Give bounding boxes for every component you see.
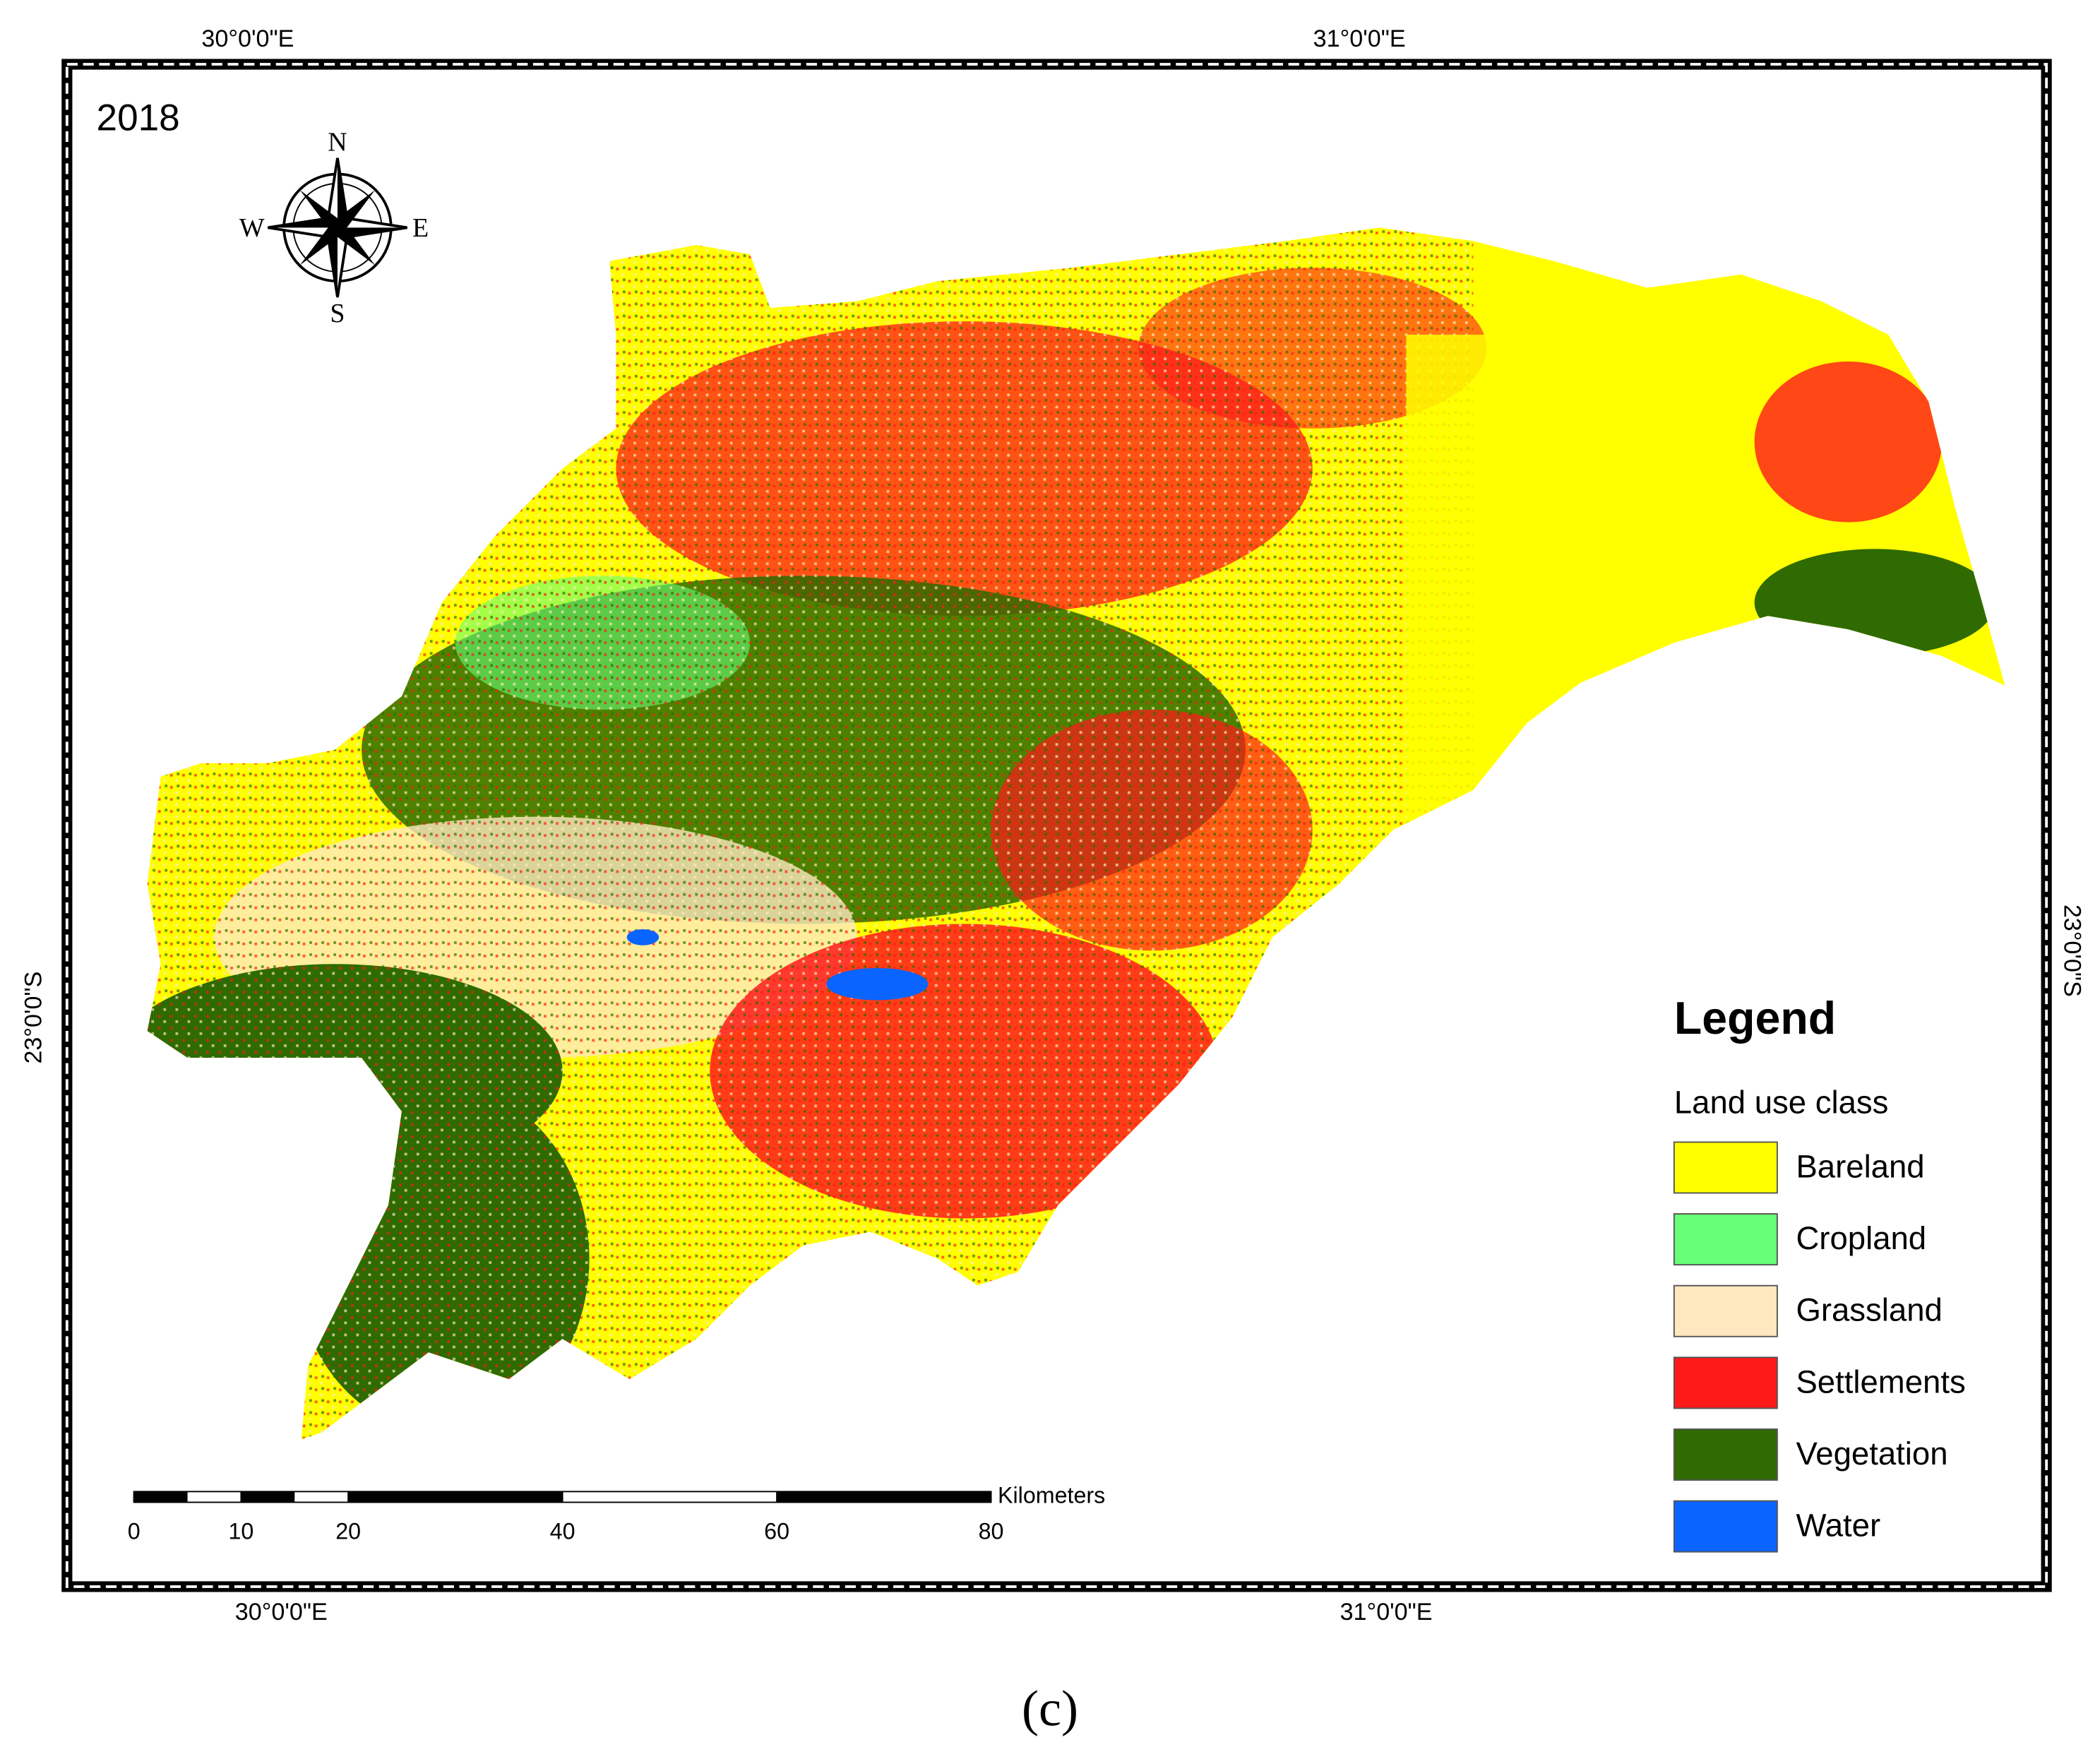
scale-bar-segment: [241, 1491, 295, 1503]
land-use-raster: [147, 227, 2005, 1440]
legend-label: Water: [1796, 1508, 1880, 1544]
scale-bar-label: 40: [550, 1519, 575, 1544]
compass-east: E: [412, 213, 429, 243]
legend-swatch: [1673, 1141, 1778, 1194]
legend-label: Bareland: [1796, 1148, 1924, 1184]
scale-bar: 0 10 20 40 60 80 Kilometers: [128, 1482, 1106, 1544]
scale-bar-label: 0: [128, 1519, 141, 1544]
scale-bar-segment: [777, 1491, 991, 1503]
map-frame-dash: [65, 63, 2048, 1588]
graticule-label: 30°0'0"E: [235, 1599, 328, 1625]
legend-label: Grassland: [1796, 1292, 1942, 1328]
legend: Bareland Cropland Grassland Settlements Vege…: [1673, 1141, 1966, 1553]
compass-south: S: [330, 299, 345, 328]
legend-swatch: [1673, 1500, 1778, 1553]
graticule-label: 31°0'0"E: [1340, 1599, 1433, 1625]
scale-bar-label: 10: [228, 1519, 253, 1544]
legend-label: Vegetation: [1796, 1436, 1947, 1472]
legend-swatch: [1673, 1428, 1778, 1481]
legend-swatch: [1673, 1284, 1778, 1337]
map-year: 2018: [97, 97, 180, 139]
compass-west: W: [239, 213, 265, 243]
graticule-label: 30°0'0"E: [201, 25, 294, 52]
scale-bar-segment: [133, 1491, 188, 1503]
scale-bar-unit: Kilometers: [998, 1482, 1105, 1508]
legend-label: Cropland: [1796, 1220, 1926, 1256]
legend-swatch: [1673, 1213, 1778, 1266]
graticule-label: 23°0'0"S: [2058, 905, 2085, 997]
figure-caption: (c): [1022, 1681, 1078, 1737]
north-arrow: N E S W: [239, 127, 429, 328]
legend-swatch: [1673, 1356, 1778, 1409]
scale-bar-label: 80: [979, 1519, 1004, 1544]
legend-subtitle: Land use class: [1674, 1084, 1889, 1120]
legend-label: Settlements: [1796, 1364, 1965, 1400]
graticule-label: 31°0'0"E: [1313, 25, 1406, 52]
legend-title: Legend: [1674, 993, 1836, 1044]
compass-north: N: [328, 127, 347, 157]
scale-bar-label: 60: [764, 1519, 789, 1544]
graticule-label: 23°0'0"S: [20, 972, 47, 1064]
scale-bar-segment: [348, 1491, 563, 1503]
scale-bar-label: 20: [335, 1519, 361, 1544]
